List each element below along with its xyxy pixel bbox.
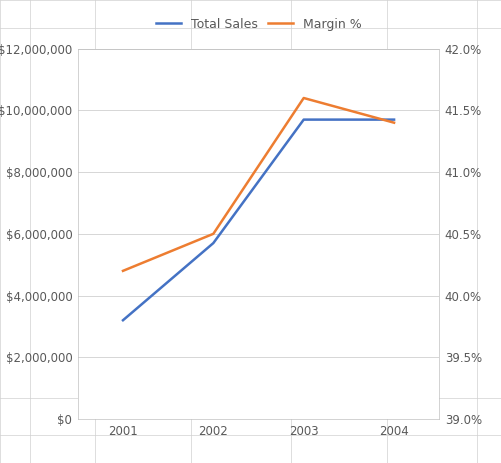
Legend: Total Sales, Margin %: Total Sales, Margin % bbox=[155, 18, 361, 31]
